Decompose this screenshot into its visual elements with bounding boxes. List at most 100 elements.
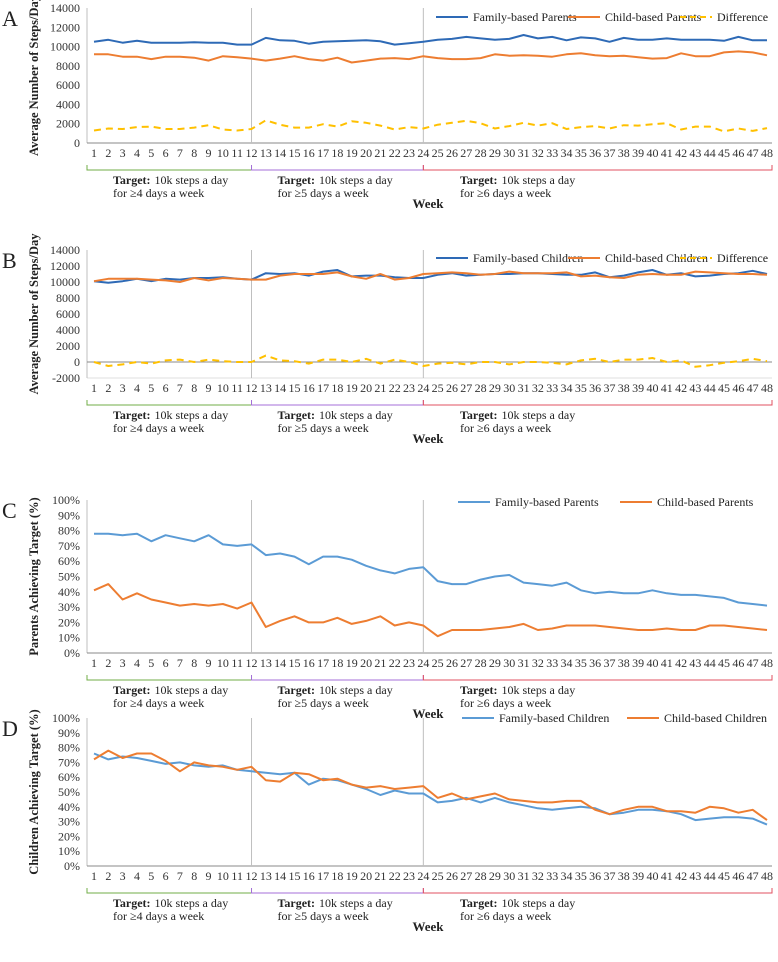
- x-tick-label: 16: [303, 381, 315, 395]
- x-tick-label: 20: [360, 146, 372, 160]
- x-tick-label: 41: [661, 656, 673, 670]
- x-tick-label: 46: [732, 381, 744, 395]
- phase-bracket: [86, 400, 253, 406]
- y-tick-label: 100%: [52, 493, 80, 507]
- x-tick-label: 7: [177, 146, 183, 160]
- x-tick-label: 32: [532, 869, 544, 883]
- target-text-line2: for ≥5 days a week: [278, 186, 369, 200]
- phase-bracket: [251, 400, 424, 406]
- x-tick-label: 5: [148, 381, 154, 395]
- x-tick-label: 43: [689, 146, 701, 160]
- y-tick-label: 70%: [58, 539, 80, 553]
- target-text-line2: for ≥4 days a week: [113, 909, 204, 923]
- x-tick-label: 2: [105, 381, 111, 395]
- x-tick-label: 9: [206, 146, 212, 160]
- x-tick-label: 4: [134, 146, 140, 160]
- panel-label: A: [2, 6, 18, 31]
- x-tick-label: 33: [546, 656, 558, 670]
- series-line-child-based-children: [93, 270, 768, 283]
- x-tick-label: 9: [206, 381, 212, 395]
- x-tick-label: 44: [704, 869, 716, 883]
- y-tick-label: 0: [74, 136, 80, 150]
- x-tick-label: 24: [417, 656, 429, 670]
- y-tick-label: 80%: [58, 741, 80, 755]
- x-tick-label: 13: [260, 869, 272, 883]
- x-tick-label: 33: [546, 381, 558, 395]
- x-tick-label: 5: [148, 869, 154, 883]
- y-axis-label: Average Number of Steps/Day: [27, 233, 41, 395]
- x-tick-label: 23: [403, 869, 415, 883]
- x-tick-label: 12: [246, 656, 258, 670]
- x-tick-label: 42: [675, 656, 687, 670]
- y-tick-label: -2000: [52, 371, 80, 385]
- x-tick-label: 12: [246, 869, 258, 883]
- x-tick-label: 25: [432, 869, 444, 883]
- x-tick-label: 35: [575, 381, 587, 395]
- y-axis-label: Average Number of Steps/Day: [27, 0, 41, 156]
- y-tick-label: 10%: [58, 631, 80, 645]
- target-text-line1: Target: 10k steps a day: [460, 683, 575, 697]
- x-tick-label: 41: [661, 146, 673, 160]
- x-tick-label: 10: [217, 146, 229, 160]
- x-tick-label: 15: [288, 869, 300, 883]
- target-value: 10k steps a day: [155, 173, 229, 187]
- target-text-line1: Target: 10k steps a day: [460, 408, 575, 422]
- x-tick-label: 35: [575, 656, 587, 670]
- target-text-line2: for ≥4 days a week: [113, 696, 204, 710]
- x-tick-label: 17: [317, 869, 329, 883]
- legend-label: Family-based Children: [473, 251, 583, 265]
- x-tick-label: 37: [603, 381, 615, 395]
- target-value: 10k steps a day: [319, 173, 393, 187]
- y-tick-label: 0%: [64, 646, 80, 660]
- target-text-line2: for ≥6 days a week: [460, 186, 551, 200]
- x-tick-label: 31: [518, 656, 530, 670]
- series-line-difference: [93, 119, 768, 133]
- x-tick-label: 3: [120, 869, 126, 883]
- x-tick-label: 22: [389, 381, 401, 395]
- y-tick-label: 10000: [50, 40, 80, 54]
- legend-label: Family-based Parents: [473, 10, 577, 24]
- x-tick-label: 28: [475, 869, 487, 883]
- legend-label: Difference: [717, 251, 768, 265]
- x-tick-label: 30: [503, 656, 515, 670]
- x-tick-label: 23: [403, 381, 415, 395]
- y-tick-label: 0%: [64, 859, 80, 873]
- x-tick-label: 36: [589, 869, 601, 883]
- target-text-line1: Target: 10k steps a day: [278, 683, 393, 697]
- x-tick-label: 8: [191, 869, 197, 883]
- x-tick-label: 26: [446, 381, 458, 395]
- target-text-line1: Target: 10k steps a day: [460, 173, 575, 187]
- target-label: Target:: [113, 683, 151, 697]
- panel-label: C: [2, 498, 17, 523]
- x-tick-label: 4: [134, 381, 140, 395]
- x-tick-label: 35: [575, 146, 587, 160]
- x-tick-label: 13: [260, 381, 272, 395]
- x-tick-label: 11: [231, 381, 243, 395]
- x-tick-label: 22: [389, 869, 401, 883]
- x-tick-label: 15: [288, 381, 300, 395]
- x-tick-label: 13: [260, 656, 272, 670]
- x-tick-label: 21: [374, 656, 386, 670]
- phase-bracket: [422, 165, 773, 171]
- x-tick-label: 25: [432, 656, 444, 670]
- x-tick-label: 30: [503, 381, 515, 395]
- x-tick-label: 31: [518, 381, 530, 395]
- x-tick-label: 32: [532, 656, 544, 670]
- x-tick-label: 34: [561, 381, 573, 395]
- y-tick-label: 4000: [56, 323, 80, 337]
- x-tick-label: 21: [374, 381, 386, 395]
- y-tick-label: 50%: [58, 785, 80, 799]
- x-tick-label: 28: [475, 381, 487, 395]
- x-tick-label: 27: [460, 656, 472, 670]
- x-tick-label: 6: [163, 381, 169, 395]
- panel-D: D Children Achieving Target (%) 0%10%20%30…: [2, 709, 773, 934]
- x-tick-label: 42: [675, 146, 687, 160]
- x-tick-label: 32: [532, 381, 544, 395]
- x-tick-label: 29: [489, 656, 501, 670]
- x-tick-label: 30: [503, 146, 515, 160]
- y-tick-label: 60%: [58, 554, 80, 568]
- x-tick-label: 18: [331, 656, 343, 670]
- y-tick-label: 6000: [56, 78, 80, 92]
- x-tick-label: 22: [389, 146, 401, 160]
- x-tick-label: 6: [163, 146, 169, 160]
